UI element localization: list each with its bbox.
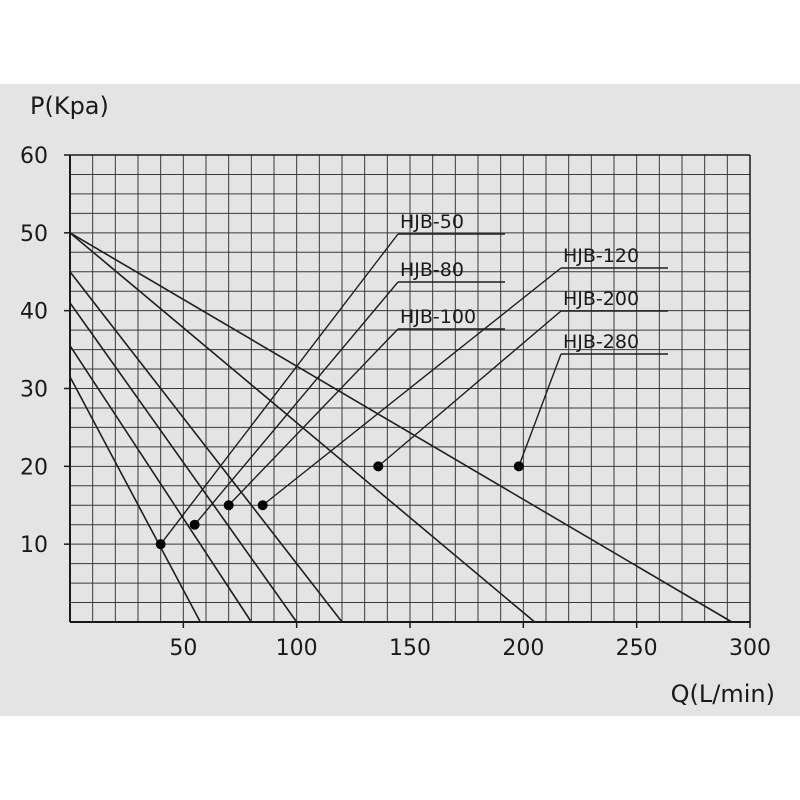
rated-point [513, 461, 524, 472]
chart-background [0, 84, 800, 716]
callout-leader [377, 310, 562, 467]
callout-leader [228, 328, 399, 506]
series-line [69, 302, 298, 623]
rated-point [373, 461, 384, 472]
series-label: HJB-120 [563, 245, 639, 267]
series-lines [69, 232, 733, 623]
x-tick-label: 250 [616, 636, 658, 661]
series-line [69, 271, 343, 623]
y-tick-label: 30 [20, 378, 48, 403]
callout-leader [160, 233, 399, 545]
y-axis-title: P(Kpa) [30, 92, 109, 120]
series-label: HJB-280 [563, 331, 639, 353]
series-line [69, 232, 536, 623]
rated-points [155, 461, 524, 550]
x-tick-label: 100 [276, 636, 318, 661]
y-tick-label: 10 [20, 533, 48, 558]
x-tick-label: 200 [502, 636, 544, 661]
rated-point [155, 539, 166, 550]
x-axis-title: Q(L/min) [671, 680, 775, 708]
x-tick-label: 300 [729, 636, 771, 661]
rated-point [223, 500, 234, 511]
callout-labels: HJB-50 HJB-80 HJB-100 HJB-120 HJB-200 HJB-280 [400, 211, 639, 353]
callout-leader [518, 353, 562, 467]
chart-grid [69, 154, 751, 623]
tick-labels: 50 100 150 200 250 300 10 20 30 40 50 60 [20, 144, 771, 661]
y-tick-label: 40 [20, 300, 48, 325]
x-tick-label: 50 [169, 636, 197, 661]
y-tick-label: 60 [20, 144, 48, 169]
series-line [69, 232, 733, 623]
series-line [69, 376, 202, 623]
series-label: HJB-100 [400, 306, 476, 328]
x-tick-label: 150 [389, 636, 431, 661]
series-label: HJB-50 [400, 211, 464, 233]
callout-leaders [160, 233, 668, 545]
callout-leader [194, 281, 399, 526]
series-line [69, 345, 253, 623]
y-tick-label: 20 [20, 455, 48, 480]
rated-point [189, 519, 200, 530]
series-label: HJB-200 [563, 288, 639, 310]
rated-point [257, 500, 268, 511]
series-label: HJB-80 [400, 259, 464, 281]
callout-leader [262, 267, 562, 506]
y-tick-label: 50 [20, 222, 48, 247]
